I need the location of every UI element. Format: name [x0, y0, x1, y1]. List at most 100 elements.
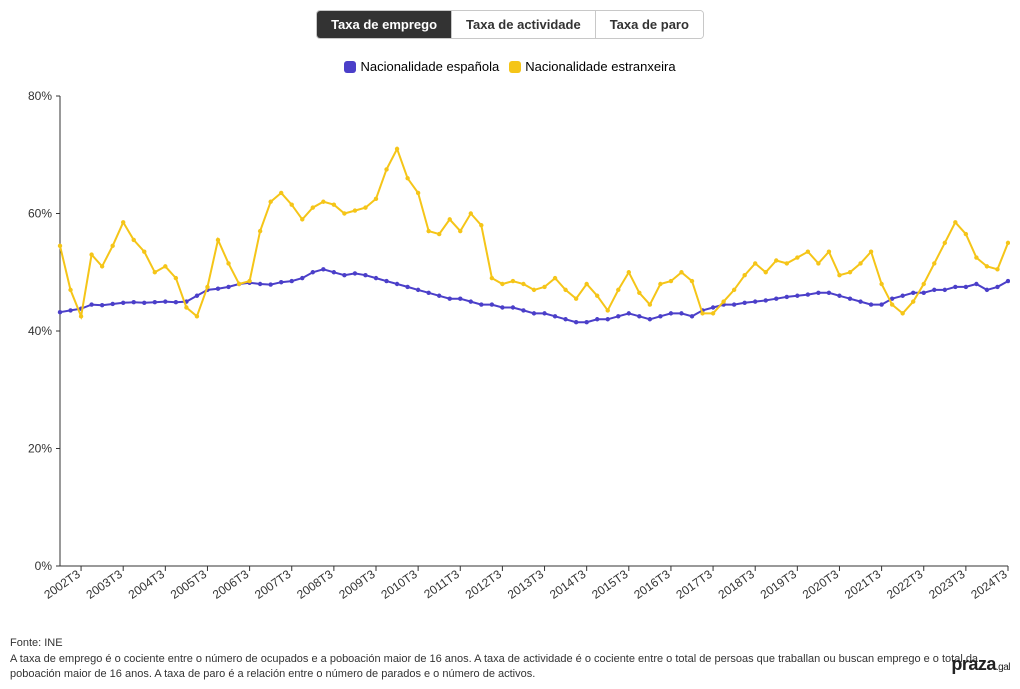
- tab-0[interactable]: Taxa de emprego: [317, 11, 452, 38]
- series-marker-1: [321, 200, 325, 204]
- series-marker-1: [627, 270, 631, 274]
- series-marker-0: [226, 285, 230, 289]
- series-marker-1: [247, 279, 251, 283]
- series-marker-0: [679, 311, 683, 315]
- series-marker-1: [658, 282, 662, 286]
- series-marker-0: [900, 294, 904, 298]
- x-tick-label: 2012T3: [463, 567, 505, 602]
- series-marker-0: [216, 287, 220, 291]
- series-marker-1: [132, 238, 136, 242]
- series-marker-1: [532, 288, 536, 292]
- x-tick-label: 2015T3: [589, 567, 631, 602]
- series-marker-0: [290, 279, 294, 283]
- series-marker-1: [405, 176, 409, 180]
- series-marker-0: [627, 311, 631, 315]
- series-marker-0: [732, 302, 736, 306]
- series-marker-1: [795, 255, 799, 259]
- series-marker-1: [827, 249, 831, 253]
- tab-group: Taxa de empregoTaxa de actividadeTaxa de…: [316, 10, 704, 39]
- series-marker-1: [237, 282, 241, 286]
- logo-main: praza: [951, 654, 996, 674]
- tab-1[interactable]: Taxa de actividade: [452, 11, 596, 38]
- series-marker-1: [500, 282, 504, 286]
- series-marker-1: [964, 232, 968, 236]
- series-marker-1: [774, 258, 778, 262]
- series-marker-0: [879, 302, 883, 306]
- legend-label-0: Nacionalidade española: [360, 59, 499, 74]
- series-marker-0: [89, 302, 93, 306]
- series-marker-1: [584, 282, 588, 286]
- tab-bar: Taxa de empregoTaxa de actividadeTaxa de…: [0, 0, 1020, 39]
- series-marker-0: [806, 292, 810, 296]
- legend-label-1: Nacionalidade estranxeira: [525, 59, 675, 74]
- x-tick-label: 2014T3: [547, 567, 589, 602]
- series-marker-0: [711, 305, 715, 309]
- series-marker-1: [858, 261, 862, 265]
- series-marker-0: [785, 295, 789, 299]
- series-marker-0: [764, 298, 768, 302]
- logo: praza.gal: [951, 654, 1010, 675]
- series-marker-0: [142, 301, 146, 305]
- series-marker-0: [321, 267, 325, 271]
- series-marker-0: [742, 301, 746, 305]
- series-marker-0: [932, 288, 936, 292]
- series-marker-0: [342, 273, 346, 277]
- series-marker-1: [764, 270, 768, 274]
- series-marker-0: [437, 294, 441, 298]
- series-marker-1: [384, 167, 388, 171]
- series-marker-1: [985, 264, 989, 268]
- series-marker-1: [922, 282, 926, 286]
- chart-container: 0%20%40%60%80%2002T32003T32004T32005T320…: [10, 86, 1010, 616]
- series-marker-0: [1006, 279, 1010, 283]
- series-marker-0: [469, 299, 473, 303]
- legend-item-1[interactable]: Nacionalidade estranxeira: [509, 59, 675, 74]
- series-marker-1: [785, 261, 789, 265]
- series-marker-0: [953, 285, 957, 289]
- x-tick-label: 2006T3: [210, 567, 252, 602]
- footer: Fonte: INE A taxa de emprego é o cocient…: [10, 636, 1010, 681]
- series-marker-0: [690, 314, 694, 318]
- series-marker-0: [374, 276, 378, 280]
- series-marker-0: [648, 317, 652, 321]
- series-marker-0: [816, 291, 820, 295]
- series-marker-1: [732, 288, 736, 292]
- series-marker-1: [353, 208, 357, 212]
- series-marker-1: [448, 217, 452, 221]
- series-marker-1: [216, 238, 220, 242]
- series-marker-0: [995, 285, 999, 289]
- series-marker-0: [616, 314, 620, 318]
- x-tick-label: 2011T3: [421, 567, 462, 601]
- series-marker-1: [142, 249, 146, 253]
- series-marker-0: [584, 320, 588, 324]
- series-marker-1: [553, 276, 557, 280]
- series-marker-1: [974, 255, 978, 259]
- series-marker-1: [332, 202, 336, 206]
- series-marker-0: [405, 285, 409, 289]
- series-marker-0: [174, 300, 178, 304]
- series-marker-1: [606, 308, 610, 312]
- series-marker-1: [437, 232, 441, 236]
- series-marker-0: [384, 279, 388, 283]
- series-marker-1: [648, 302, 652, 306]
- series-marker-1: [753, 261, 757, 265]
- tab-2[interactable]: Taxa de paro: [596, 11, 703, 38]
- series-marker-1: [226, 261, 230, 265]
- series-marker-1: [469, 211, 473, 215]
- series-marker-1: [342, 211, 346, 215]
- series-marker-0: [753, 299, 757, 303]
- x-tick-label: 2010T3: [378, 567, 420, 602]
- x-tick-label: 2003T3: [84, 567, 126, 602]
- series-marker-0: [974, 282, 978, 286]
- series-marker-1: [521, 282, 525, 286]
- footnote-text: A taxa de emprego é o cociente entre o n…: [10, 652, 1010, 681]
- series-marker-0: [268, 282, 272, 286]
- series-marker-0: [911, 291, 915, 295]
- series-marker-0: [416, 288, 420, 292]
- series-marker-1: [363, 205, 367, 209]
- legend-item-0[interactable]: Nacionalidade española: [344, 59, 499, 74]
- series-marker-1: [932, 261, 936, 265]
- series-marker-1: [911, 299, 915, 303]
- series-marker-1: [563, 288, 567, 292]
- series-marker-0: [300, 276, 304, 280]
- series-marker-0: [279, 280, 283, 284]
